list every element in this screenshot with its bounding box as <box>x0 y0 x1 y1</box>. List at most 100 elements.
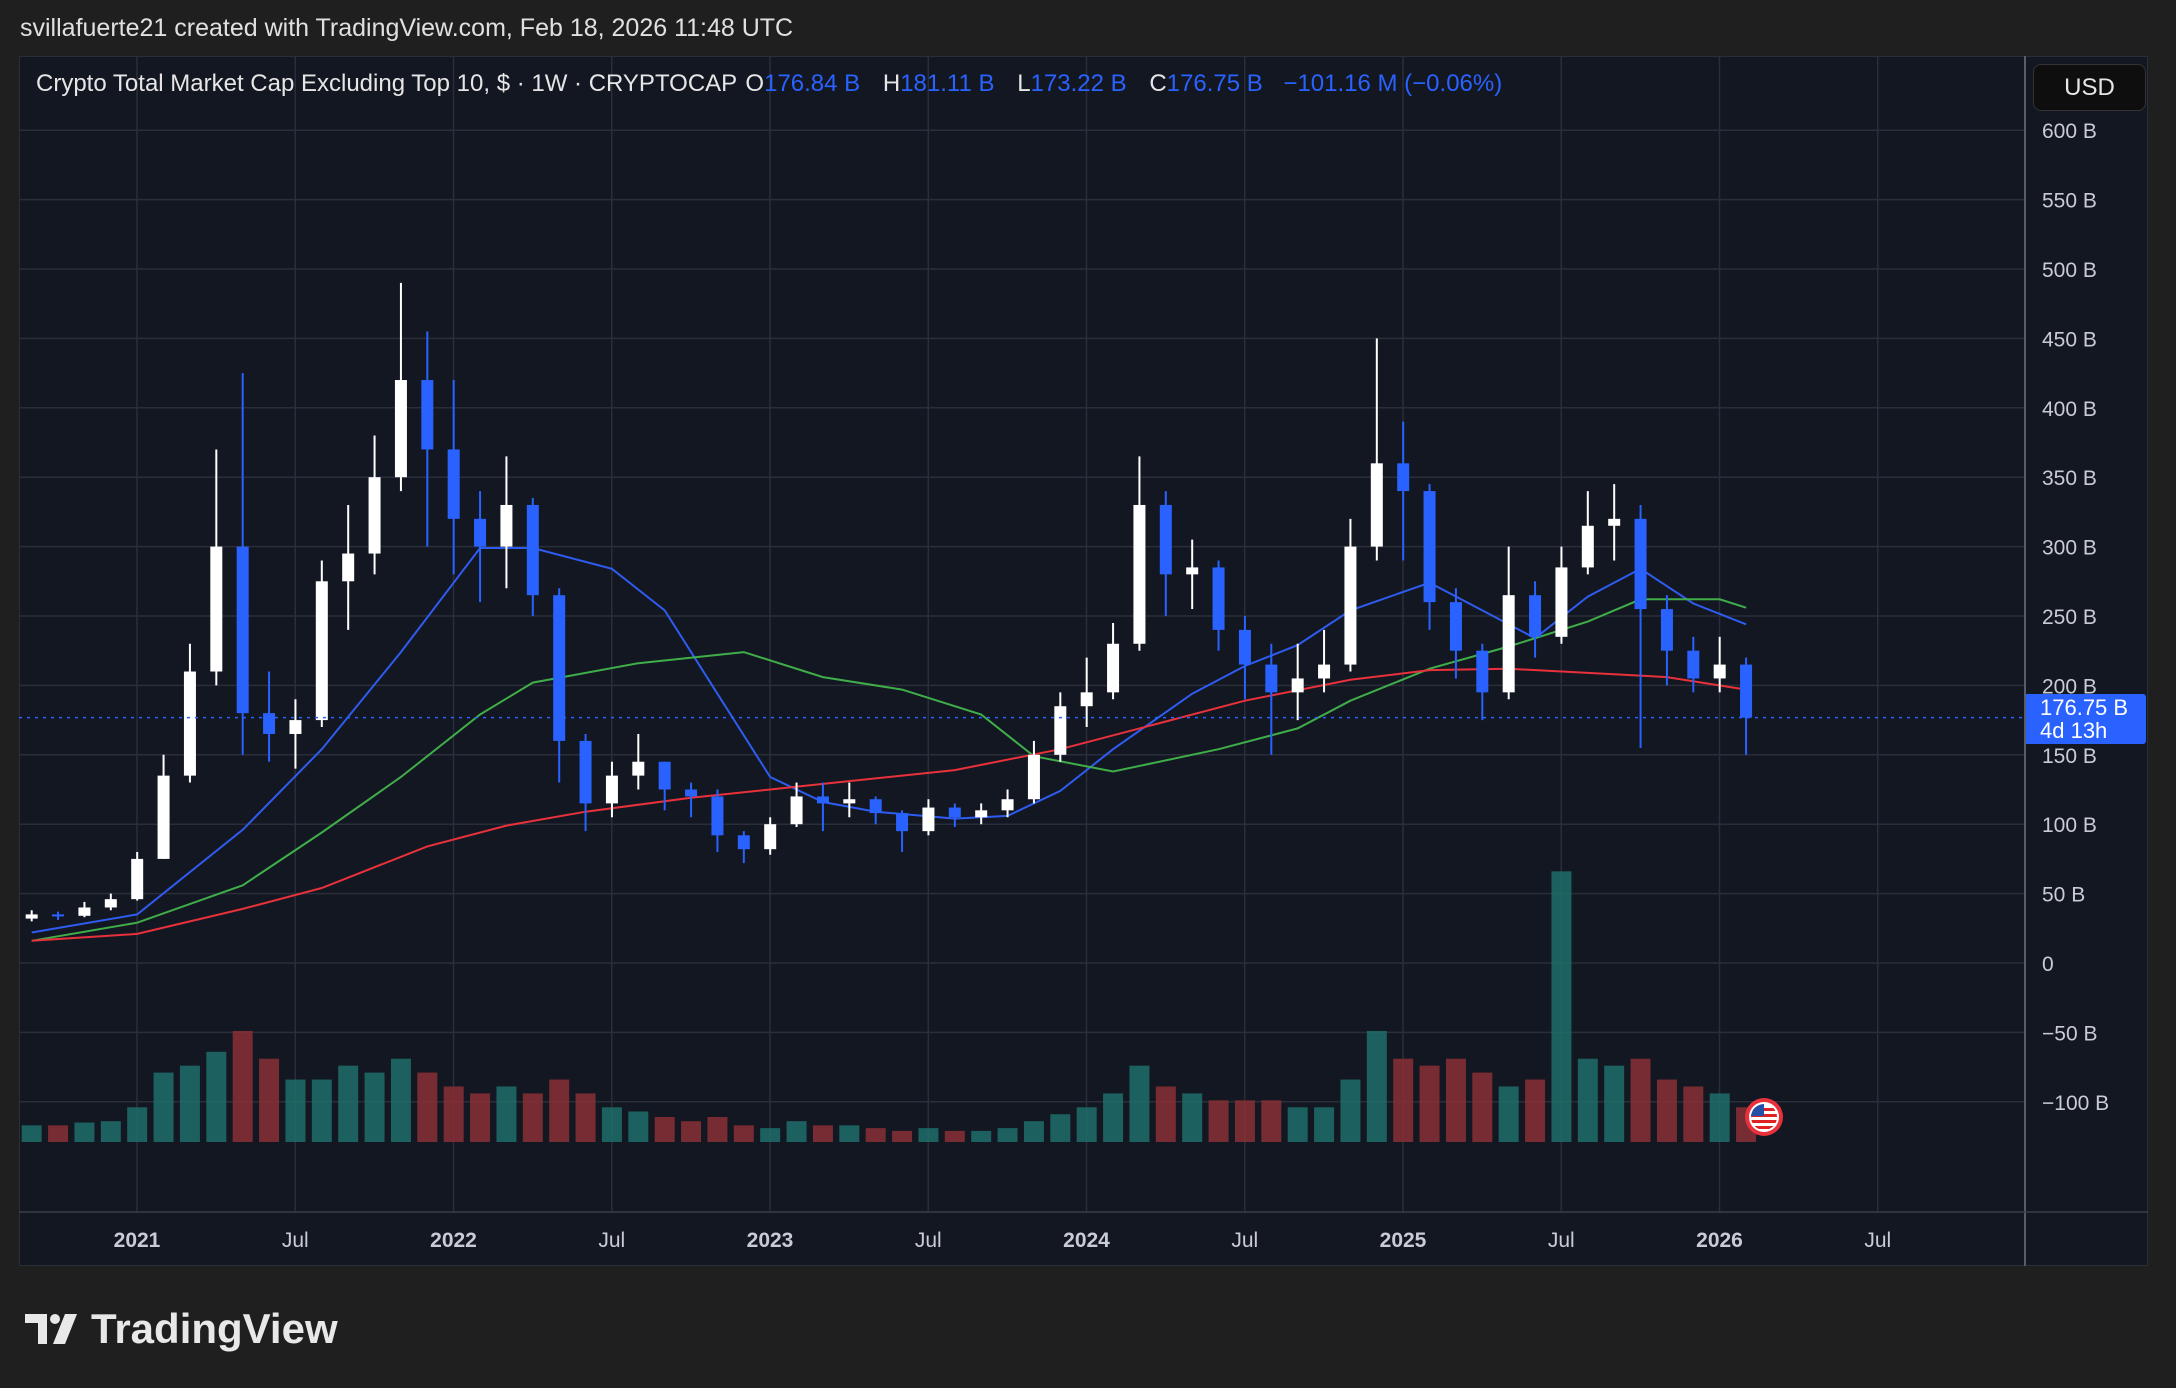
candle-body <box>658 761 671 790</box>
candle-body <box>975 810 988 818</box>
candle-body <box>1634 518 1647 610</box>
volume-bar <box>865 1128 886 1142</box>
price-tick-label: −50 B <box>2042 1022 2097 1045</box>
high-value: 181.11 B <box>900 70 995 97</box>
volume-bar <box>1445 1058 1466 1142</box>
volume-bar <box>417 1072 438 1142</box>
volume-bar <box>311 1079 332 1142</box>
candle-body <box>1581 525 1594 568</box>
currency-button[interactable]: USD <box>2033 64 2146 111</box>
volume-bar <box>206 1051 227 1142</box>
candle-body <box>289 720 302 734</box>
candle-body <box>922 807 935 832</box>
candle-body <box>948 807 961 818</box>
time-tick-label: Jul <box>1864 1229 1891 1252</box>
volume-bar <box>707 1117 728 1142</box>
price-tick-label: 0 <box>2042 953 2054 976</box>
time-tick-label: Jul <box>1548 1229 1575 1252</box>
candle-body <box>1212 567 1225 630</box>
price-tick-label: 300 B <box>2042 537 2097 560</box>
price-tick-label: 500 B <box>2042 259 2097 282</box>
volume-bar <box>1498 1086 1519 1142</box>
candles <box>25 282 1753 922</box>
volume-bar <box>1709 1093 1730 1142</box>
candle-body <box>816 796 829 804</box>
candle-body <box>1397 463 1410 492</box>
candle-body <box>1476 650 1489 693</box>
volume-bar <box>1683 1086 1704 1142</box>
us-flag-icon[interactable] <box>1745 1098 1783 1136</box>
candle-body <box>1555 567 1568 637</box>
low-value: 173.22 B <box>1030 70 1127 97</box>
volume-bar <box>839 1125 860 1142</box>
volume-bar <box>1208 1100 1229 1142</box>
volume-bar <box>1076 1107 1097 1142</box>
volume-bar <box>1419 1065 1440 1142</box>
candle-body <box>263 713 276 734</box>
volume-bar <box>1314 1107 1335 1142</box>
candle-body <box>1027 754 1040 800</box>
volume-bar <box>1393 1058 1414 1142</box>
volume-bar <box>48 1125 69 1142</box>
last-price-value: 176.75 B <box>2040 695 2129 720</box>
volume-bar <box>1023 1121 1044 1142</box>
moving-average-red <box>31 667 1747 942</box>
candle-body <box>394 380 407 478</box>
volume-bar <box>1656 1079 1677 1142</box>
chart-panel[interactable] <box>19 56 2148 1266</box>
volume-bar <box>1050 1114 1071 1142</box>
volume-bar <box>997 1128 1018 1142</box>
close-value: 176.75 B <box>1166 70 1263 97</box>
price-tick-label: 350 B <box>2042 467 2097 490</box>
symbol-title: Crypto Total Market Cap Excluding Top 10… <box>36 70 737 97</box>
candle-body <box>685 789 698 797</box>
volume-bar <box>21 1125 42 1142</box>
candle-body <box>1054 706 1067 755</box>
volume-bar <box>522 1093 543 1142</box>
candle-body <box>1159 504 1172 575</box>
moving-average-blue <box>31 547 1747 934</box>
volume-bar <box>575 1093 596 1142</box>
volume-bar <box>601 1107 622 1142</box>
time-tick-label: 2026 <box>1696 1229 1743 1252</box>
time-tick-label: Jul <box>282 1229 309 1252</box>
volume-bar <box>549 1079 570 1142</box>
volume-bar <box>496 1086 517 1142</box>
time-tick-label: 2025 <box>1380 1229 1427 1252</box>
volume-bar <box>971 1130 992 1142</box>
candle-body <box>1529 595 1542 637</box>
high-label: H <box>882 70 901 97</box>
candle-body <box>236 546 249 714</box>
volume-bar <box>153 1072 174 1142</box>
candle-body <box>25 914 38 919</box>
volume-bar <box>100 1121 121 1142</box>
candle-body <box>210 546 223 672</box>
candle-body <box>1344 546 1357 665</box>
volume-bar <box>1103 1093 1124 1142</box>
candle-body <box>1740 664 1753 718</box>
candle-body <box>78 907 91 916</box>
low-label: L <box>1017 70 1031 97</box>
time-tick-label: 2021 <box>114 1229 161 1252</box>
time-tick-label: Jul <box>1231 1229 1258 1252</box>
close-label: C <box>1149 70 1167 97</box>
price-tick-label: −100 B <box>2042 1092 2109 1115</box>
tradingview-logo[interactable]: TradingView <box>25 1305 338 1353</box>
candle-body <box>1291 678 1304 693</box>
candle-body <box>843 799 856 804</box>
moving-average-green <box>31 598 1747 942</box>
volume-bar <box>470 1093 491 1142</box>
volume-bar <box>1155 1086 1176 1142</box>
candle-body <box>790 796 803 825</box>
candle-body <box>1370 463 1383 547</box>
volume-bar <box>681 1121 702 1142</box>
volume-bar <box>760 1128 781 1142</box>
candle-body <box>737 835 750 850</box>
candle-body <box>526 504 539 596</box>
volume-bar <box>74 1122 95 1142</box>
price-tick-label: 550 B <box>2042 190 2097 213</box>
volume-bar <box>733 1125 754 1142</box>
volume-bar <box>179 1065 200 1142</box>
candle-body <box>1133 504 1146 644</box>
